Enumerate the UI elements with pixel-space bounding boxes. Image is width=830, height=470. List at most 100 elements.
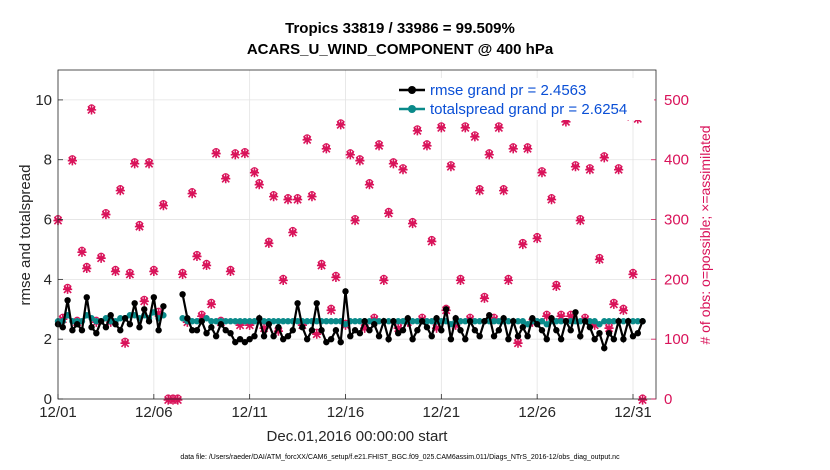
rmse-point xyxy=(481,318,488,325)
totalspread-point xyxy=(471,318,479,325)
rmse-point xyxy=(97,318,105,325)
obs-assimilated-point xyxy=(412,126,422,136)
obs-assimilated-point xyxy=(460,123,470,133)
y-tick-label: 6 xyxy=(44,212,52,229)
rmse-point xyxy=(543,335,550,343)
rmse-point xyxy=(217,321,225,328)
right-y-tick-label: 0 xyxy=(664,391,672,408)
totalspread-point xyxy=(327,318,335,325)
legend-rmse-marker xyxy=(408,86,416,94)
obs-assimilated-point xyxy=(508,144,518,154)
rmse-point xyxy=(601,344,608,352)
rmse-point xyxy=(184,315,191,322)
rmse-point xyxy=(198,318,205,325)
totalspread-point xyxy=(294,318,301,325)
rmse-point xyxy=(351,327,359,334)
totalspread-point xyxy=(251,318,258,325)
totalspread-point xyxy=(313,318,320,325)
right-y-axis-label: # of obs: o=possible; ×=assimilated xyxy=(697,125,713,344)
totalspread-point xyxy=(193,318,201,325)
totalspread-point xyxy=(428,318,435,325)
y-axis-label: rmse and totalspread xyxy=(17,165,34,306)
rmse-point xyxy=(251,332,258,340)
rmse-point xyxy=(145,318,153,325)
obs-assimilated-point xyxy=(455,275,466,285)
y-tick-label: 2 xyxy=(44,331,52,348)
obs-assimilated-point xyxy=(168,395,178,405)
rmse-point xyxy=(356,330,364,337)
obs-assimilated-point xyxy=(326,305,336,315)
rmse-point xyxy=(500,315,507,322)
totalspread-point xyxy=(409,318,416,325)
rmse-point xyxy=(390,318,397,325)
obs-assimilated-point xyxy=(230,150,240,160)
totalspread-point xyxy=(385,318,392,325)
y-tick-label: 10 xyxy=(35,92,52,109)
rmse-point xyxy=(227,330,234,337)
obs-assimilated-point xyxy=(345,150,355,160)
totalspread-point xyxy=(208,318,215,325)
obs-assimilated-point xyxy=(173,395,183,405)
totalspread-point xyxy=(280,318,287,325)
totalspread-point xyxy=(591,318,598,325)
rmse-point xyxy=(634,330,641,337)
rmse-point xyxy=(586,324,594,331)
obs-assimilated-point xyxy=(82,263,92,273)
obs-assimilated-point xyxy=(197,311,207,321)
y-axis-ticks: 0 2 4 6 8 10 xyxy=(35,92,63,408)
x-axis-ticks: 12/01 12/06 12/11 12/16 12/21 12/26 12/31 xyxy=(39,394,652,421)
obs-assimilated-point xyxy=(532,233,542,244)
obs-assimilated-point xyxy=(585,165,595,175)
right-y-tick-label: 500 xyxy=(664,92,689,109)
rmse-point xyxy=(64,297,71,304)
rmse-point xyxy=(562,318,570,325)
obs-assimilated-point xyxy=(307,192,317,202)
totalspread-point xyxy=(629,318,637,325)
rmse-point xyxy=(69,327,76,334)
rmse-point xyxy=(155,327,162,334)
obs-assimilated-point xyxy=(144,159,154,169)
totalspread-point xyxy=(188,318,196,325)
rmse-series xyxy=(54,288,646,352)
obs-assimilated-point xyxy=(336,120,346,130)
obs-assimilated-point xyxy=(249,168,260,178)
rmse-point xyxy=(538,327,546,334)
rmse-point xyxy=(136,324,143,331)
totalspread-point xyxy=(275,318,282,325)
obs-assimilated-point xyxy=(101,209,111,220)
obs-assimilated-point xyxy=(398,165,408,175)
rmse-point xyxy=(361,318,368,325)
totalspread-point xyxy=(399,318,407,325)
rmse-point xyxy=(629,332,637,340)
totalspread-point xyxy=(543,321,550,328)
totalspread-point xyxy=(303,318,311,325)
rmse-point xyxy=(533,321,541,328)
rmse-point xyxy=(284,332,292,340)
totalspread-point xyxy=(457,318,464,325)
obs-assimilated-point xyxy=(475,186,485,196)
obs-assimilated-point xyxy=(599,153,609,163)
data-file-footer: data file: /Users/raeder/DAI/ATM_forcXX/… xyxy=(180,454,620,461)
rmse-point xyxy=(208,324,215,331)
totalspread-point xyxy=(605,318,613,325)
obs-assimilated-point xyxy=(154,308,164,318)
rmse-point xyxy=(371,321,378,328)
obs-assimilated-point xyxy=(177,269,188,279)
obs-assimilated-point xyxy=(110,266,121,276)
plot-frame xyxy=(57,69,657,400)
obs-assimilated-point xyxy=(221,174,231,184)
rmse-point xyxy=(327,335,335,343)
obs-assimilated-point xyxy=(374,141,384,151)
rmse-point xyxy=(442,306,450,313)
obs-assimilated-point xyxy=(134,221,145,232)
obs-assimilated-point xyxy=(149,266,159,276)
rmse-point xyxy=(581,318,589,325)
totalspread-point xyxy=(102,315,110,322)
rmse-point xyxy=(141,306,148,313)
x-tick-label: 12/26 xyxy=(518,404,556,421)
obs-assimilated-point xyxy=(86,105,97,115)
obs-assimilated-point xyxy=(628,269,638,279)
obs-assimilated-point xyxy=(67,156,77,166)
obs-assimilated-point xyxy=(561,117,571,127)
obs-assimilated-point xyxy=(551,281,561,291)
